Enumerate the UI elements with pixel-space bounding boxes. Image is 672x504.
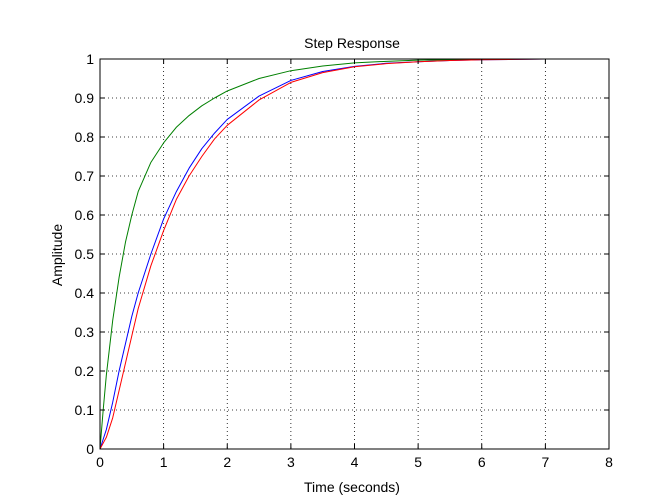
- x-tick-label: 0: [96, 454, 104, 470]
- x-tick-label: 5: [414, 454, 422, 470]
- y-tick-label: 0.3: [75, 324, 95, 340]
- axis-ticks: [99, 58, 610, 450]
- y-tick-label: 0.7: [75, 168, 95, 184]
- y-tick-label: 0.2: [75, 363, 95, 379]
- y-axis-label: Amplitude: [49, 224, 65, 286]
- y-tick-label: 0.1: [75, 402, 95, 418]
- x-tick-label: 6: [478, 454, 486, 470]
- x-tick-label: 3: [287, 454, 295, 470]
- y-tick-labels: 0 0.1 0.2 0.3 0.4 0.5 0.6 0.7 0.8 0.9 1: [75, 51, 95, 457]
- y-tick-label: 0: [86, 441, 94, 457]
- x-tick-label: 4: [351, 454, 359, 470]
- series-line-3: [99, 58, 546, 450]
- x-tick-labels: 0 1 2 3 4 5 6 7 8: [96, 454, 613, 470]
- y-tick-label: 0.6: [75, 207, 95, 223]
- y-tick-label: 0.8: [75, 129, 95, 145]
- y-tick-label: 0.5: [75, 246, 95, 262]
- x-tick-label: 1: [160, 454, 168, 470]
- x-tick-label: 2: [223, 454, 231, 470]
- grid-lines: [100, 59, 609, 449]
- x-tick-label: 8: [605, 454, 613, 470]
- y-tick-label: 0.9: [75, 90, 95, 106]
- y-tick-label: 0.4: [75, 285, 95, 301]
- x-tick-label: 7: [541, 454, 549, 470]
- y-tick-label: 1: [86, 51, 94, 67]
- chart-title: Step Response: [304, 35, 400, 51]
- x-axis-label: Time (seconds): [304, 479, 400, 495]
